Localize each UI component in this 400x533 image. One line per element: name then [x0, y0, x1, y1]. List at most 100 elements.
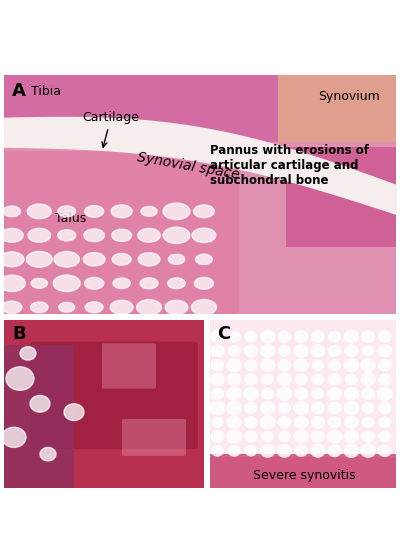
Circle shape: [345, 374, 358, 385]
Circle shape: [311, 402, 325, 414]
Text: Synovial space: Synovial space: [136, 150, 240, 182]
Circle shape: [244, 402, 257, 414]
Circle shape: [278, 402, 290, 414]
Circle shape: [2, 301, 22, 313]
Text: Pannus with erosions of
articular cartilage and
subchondral bone: Pannus with erosions of articular cartil…: [210, 144, 369, 187]
Circle shape: [227, 416, 242, 429]
Circle shape: [226, 358, 242, 372]
Circle shape: [294, 401, 309, 415]
Circle shape: [278, 345, 290, 357]
Circle shape: [244, 344, 258, 357]
Circle shape: [30, 395, 50, 412]
Circle shape: [0, 228, 23, 243]
Circle shape: [28, 228, 51, 243]
Circle shape: [58, 206, 76, 217]
FancyBboxPatch shape: [30, 342, 198, 449]
Circle shape: [361, 387, 375, 400]
Circle shape: [277, 444, 292, 457]
Text: Cartilage: Cartilage: [82, 111, 140, 147]
Circle shape: [379, 417, 391, 428]
Circle shape: [228, 331, 240, 342]
Circle shape: [53, 275, 80, 292]
Circle shape: [0, 252, 24, 266]
Circle shape: [210, 373, 225, 386]
Circle shape: [278, 359, 291, 371]
Circle shape: [31, 278, 48, 288]
Circle shape: [378, 344, 392, 358]
Circle shape: [378, 374, 391, 385]
Circle shape: [312, 374, 324, 385]
Circle shape: [344, 358, 359, 372]
Circle shape: [244, 431, 258, 442]
Circle shape: [278, 431, 290, 442]
Text: Tibia: Tibia: [32, 85, 62, 98]
Circle shape: [194, 277, 214, 289]
Text: A: A: [12, 82, 26, 100]
Circle shape: [58, 230, 76, 241]
Circle shape: [163, 203, 190, 220]
Circle shape: [141, 206, 157, 216]
Text: C: C: [218, 325, 231, 343]
Circle shape: [362, 402, 374, 414]
Circle shape: [294, 416, 308, 429]
Circle shape: [277, 387, 292, 400]
Circle shape: [244, 359, 257, 371]
Circle shape: [310, 444, 325, 457]
Circle shape: [244, 374, 258, 385]
FancyBboxPatch shape: [278, 75, 396, 142]
Text: Severe synovitis: Severe synovitis: [253, 470, 355, 482]
Circle shape: [30, 302, 48, 313]
Circle shape: [344, 387, 359, 400]
Circle shape: [278, 416, 291, 428]
Circle shape: [211, 445, 224, 456]
Circle shape: [378, 402, 392, 414]
Circle shape: [168, 254, 185, 264]
Circle shape: [311, 344, 325, 357]
Circle shape: [64, 404, 84, 421]
Circle shape: [2, 427, 26, 447]
Circle shape: [262, 431, 274, 442]
Circle shape: [113, 278, 130, 288]
Circle shape: [136, 300, 162, 315]
Circle shape: [6, 367, 34, 390]
Circle shape: [312, 360, 324, 370]
Circle shape: [260, 344, 275, 358]
Circle shape: [362, 417, 374, 428]
Circle shape: [294, 344, 308, 358]
Circle shape: [0, 275, 25, 292]
Circle shape: [112, 254, 131, 265]
Circle shape: [328, 445, 342, 457]
Circle shape: [328, 331, 341, 342]
Circle shape: [85, 206, 104, 217]
Text: Talus: Talus: [55, 212, 86, 225]
Circle shape: [260, 401, 275, 415]
Circle shape: [344, 401, 359, 415]
Circle shape: [163, 227, 190, 244]
Circle shape: [138, 229, 160, 242]
Text: B: B: [12, 325, 26, 343]
Circle shape: [40, 447, 56, 461]
Circle shape: [344, 430, 359, 443]
Circle shape: [344, 444, 359, 458]
Circle shape: [83, 253, 105, 266]
Circle shape: [328, 402, 341, 414]
Circle shape: [112, 229, 132, 241]
Circle shape: [138, 253, 160, 266]
Circle shape: [362, 431, 375, 442]
FancyBboxPatch shape: [286, 147, 396, 247]
Circle shape: [327, 387, 342, 400]
Circle shape: [311, 330, 324, 343]
Circle shape: [377, 387, 392, 401]
Circle shape: [110, 300, 133, 314]
Circle shape: [210, 345, 224, 357]
FancyBboxPatch shape: [122, 419, 186, 456]
Circle shape: [344, 330, 359, 343]
Circle shape: [294, 445, 308, 457]
Circle shape: [111, 205, 132, 218]
Circle shape: [59, 302, 75, 312]
Circle shape: [228, 445, 240, 456]
Circle shape: [192, 228, 216, 243]
Circle shape: [260, 358, 275, 372]
Circle shape: [378, 359, 392, 372]
Circle shape: [262, 374, 274, 385]
